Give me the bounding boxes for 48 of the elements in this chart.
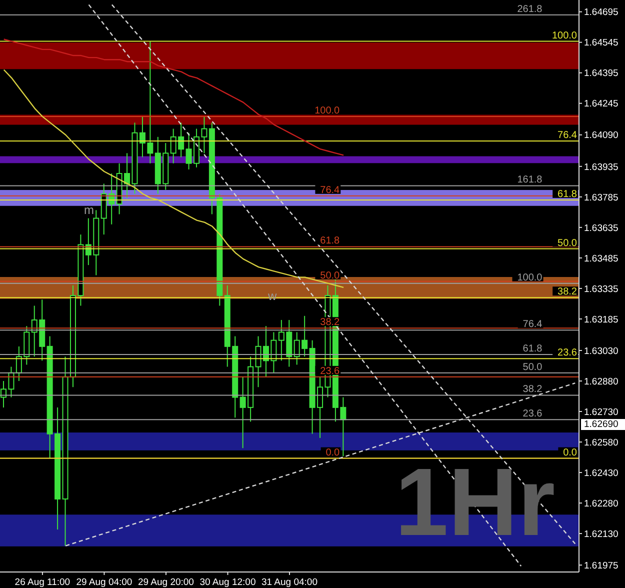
y-tick-label: 1.64695: [584, 7, 618, 18]
annotation: 23.6: [558, 348, 578, 359]
y-tick-label: 1.63185: [584, 314, 618, 326]
annotation: 76.4: [522, 319, 543, 330]
annotation: 261.8: [517, 4, 543, 15]
y-tick-label: 1.62580: [584, 437, 618, 448]
y-tick-label: 1.62730: [584, 406, 618, 418]
text: 1.62690: [581, 419, 625, 430]
y-tick-label: 1.63335: [584, 284, 618, 295]
x-tick-label: 29 Aug 20:00: [138, 577, 194, 588]
annotation: 0.0: [563, 447, 578, 458]
annotation: 23.6: [320, 366, 340, 377]
annotation: 38.2: [320, 317, 340, 328]
annotation: 100.0: [552, 30, 578, 42]
y-tick-label: 1.63485: [584, 253, 618, 264]
y-tick-label: 1.63030: [584, 346, 618, 357]
x-tick-label: 29 Aug 04:00: [76, 577, 132, 588]
y-tick-label: 1.62130: [584, 528, 618, 540]
annotation: 61.8: [320, 236, 340, 247]
annotation: 76.4: [558, 130, 578, 141]
y-tick-label: 1.64395: [584, 68, 618, 80]
x-tick-label: 26 Aug 11:00: [14, 577, 70, 588]
annotation: 76.4: [320, 184, 340, 196]
y-tick-label: 1.63635: [584, 222, 618, 234]
y-tick-label: 1.63935: [584, 162, 618, 173]
annotation: 0.0: [326, 447, 340, 458]
y-tick-label: 1.61975: [584, 560, 618, 572]
x-tick-label: 30 Aug 12:00: [200, 577, 256, 588]
y-tick-label: 1.62880: [584, 376, 618, 388]
annotation: 161.8: [517, 174, 543, 186]
annotation: 50.0: [320, 270, 340, 282]
y-tick-label: 1.63785: [584, 192, 618, 204]
annotation: 61.8: [522, 344, 543, 355]
annotation: 38.2: [558, 286, 578, 298]
annotation: 23.6: [522, 408, 543, 420]
y-tick-label: 1.64245: [584, 98, 618, 110]
annotation: 50.0: [522, 362, 543, 373]
annotation: 100.0: [314, 106, 340, 117]
annotation: 50.0: [558, 238, 578, 249]
annotation: 61.8: [558, 188, 578, 200]
annotation: 100.0: [517, 272, 543, 284]
y-tick-label: 1.64090: [584, 130, 618, 142]
y-tick-label: 1.62280: [584, 498, 618, 510]
x-tick-label: 31 Aug 04:00: [262, 577, 318, 588]
annotation: m: [84, 203, 94, 217]
y-tick-label: 1.64545: [584, 38, 618, 49]
y-tick-label: 1.62430: [584, 468, 618, 479]
annotation: 38.2: [522, 384, 543, 396]
